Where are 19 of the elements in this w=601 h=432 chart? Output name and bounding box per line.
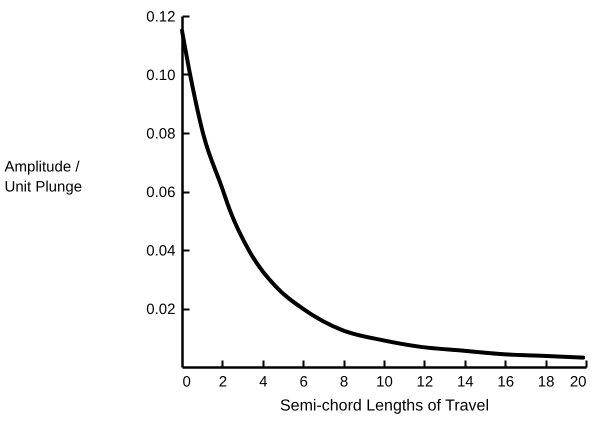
x-tick-label: 6 <box>300 374 308 390</box>
x-tick-label: 4 <box>259 374 268 390</box>
y-tick-label: 0.10 <box>146 67 176 84</box>
x-tick-label: 2 <box>218 374 228 390</box>
x-tick-label: 14 <box>456 374 474 390</box>
x-tick-label: 12 <box>416 374 434 390</box>
y-tick-label: 0.02 <box>146 301 176 318</box>
y-tick-label: 0.08 <box>146 126 176 142</box>
y-tick-label: 0.12 <box>146 8 176 26</box>
y-tick-label: 0.04 <box>146 242 176 260</box>
x-tick-label: 8 <box>340 374 348 390</box>
x-axis-title: Semi-chord Lengths of Travel <box>280 398 489 414</box>
y-axis-title: Amplitude / Unit Plunge <box>4 158 82 196</box>
x-tick-label: 0 <box>182 374 191 390</box>
x-tick-label: 20 <box>570 374 586 390</box>
x-tick-label: 10 <box>376 374 393 390</box>
y-tick-label: 0.06 <box>146 184 176 201</box>
x-tick-label: 18 <box>538 374 554 390</box>
x-tick-label: 16 <box>497 374 514 390</box>
